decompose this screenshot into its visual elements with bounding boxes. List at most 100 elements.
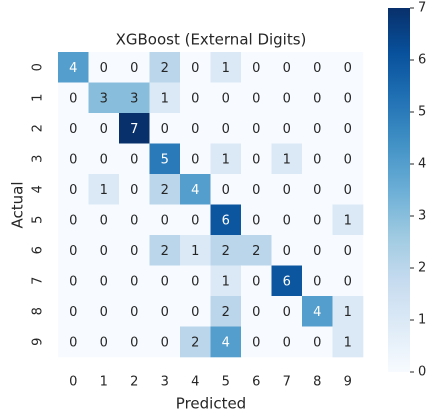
heatmap-cell (210, 52, 242, 83)
heatmap-cell (302, 82, 333, 114)
heatmap-cell (88, 143, 120, 175)
cell-label: 3 (130, 91, 138, 106)
heatmap-cell (58, 204, 89, 236)
cell-label: 0 (69, 274, 77, 289)
y-axis-label: Actual (9, 182, 27, 229)
colorbar (388, 8, 410, 372)
cell-label: 0 (130, 152, 138, 167)
cell-label: 0 (252, 274, 260, 289)
colorbar-tick-label: 5 (418, 105, 426, 120)
cell-label: 1 (344, 213, 352, 228)
heatmap-cell (302, 113, 333, 144)
heatmap-cell (332, 235, 364, 266)
cell-label: 0 (130, 335, 138, 350)
heatmap-cell (180, 204, 211, 236)
heatmap-cell (88, 174, 120, 205)
heatmap-cell (119, 235, 150, 266)
cell-label: 0 (222, 122, 230, 137)
heatmap-cell (332, 326, 364, 358)
cell-label: 0 (283, 213, 291, 228)
colorbar-tick-label: 4 (418, 157, 426, 172)
heatmap-cell (210, 174, 242, 205)
heatmap-cell (332, 143, 364, 175)
heatmap-cell (180, 82, 211, 114)
heatmap-cell (88, 82, 120, 114)
heatmap-cell (58, 265, 89, 297)
cell-label: 2 (161, 61, 169, 76)
x-tick-label: 6 (252, 375, 260, 390)
colorbar-tick-label: 6 (418, 53, 426, 68)
cell-label: 1 (161, 91, 169, 106)
cell-label: 0 (69, 152, 77, 167)
cell-label: 0 (130, 213, 138, 228)
cell-label: 1 (191, 244, 199, 259)
x-tick-label: 4 (191, 375, 199, 390)
cell-label: 0 (161, 122, 169, 137)
cell-label: 0 (313, 122, 321, 137)
colorbar-tick-label: 1 (418, 313, 426, 328)
heatmap-cell (210, 296, 242, 327)
cell-label: 0 (191, 213, 199, 228)
heatmap-cell (271, 235, 303, 266)
cell-label: 0 (313, 152, 321, 167)
cell-label: 0 (161, 305, 169, 320)
cell-label: 6 (283, 274, 291, 289)
cell-label: 2 (191, 335, 199, 350)
cell-label: 0 (283, 305, 291, 320)
cell-label: 0 (313, 244, 321, 259)
heatmap-cell (241, 52, 272, 83)
heatmap-cell (332, 174, 364, 205)
heatmap-cell (241, 235, 272, 266)
cell-label: 0 (252, 335, 260, 350)
heatmap-cell (149, 296, 181, 327)
cell-label: 0 (100, 152, 108, 167)
cell-label: 1 (344, 305, 352, 320)
cell-label: 1 (344, 335, 352, 350)
cell-label: 0 (69, 305, 77, 320)
y-tick-label: 2 (31, 124, 46, 132)
heatmap-cell (332, 265, 364, 297)
cell-label: 0 (130, 183, 138, 198)
colorbar-tick-label: 2 (418, 261, 426, 276)
cell-label: 0 (69, 183, 77, 198)
cell-label: 0 (283, 183, 291, 198)
cell-label: 0 (344, 183, 352, 198)
heatmap-cell (241, 204, 272, 236)
heatmap-cell (119, 204, 150, 236)
heatmap-cell (241, 296, 272, 327)
heatmap-cell (302, 174, 333, 205)
cell-label: 0 (283, 91, 291, 106)
heatmap-cell (58, 174, 89, 205)
heatmap-cell (332, 52, 364, 83)
cell-label: 0 (191, 91, 199, 106)
cell-label: 0 (161, 335, 169, 350)
heatmap-cell (58, 235, 89, 266)
cell-label: 0 (100, 274, 108, 289)
heatmap-cell (119, 52, 150, 83)
heatmap-cell (210, 113, 242, 144)
cell-label: 2 (222, 244, 230, 259)
heatmap-cell (58, 326, 89, 358)
cell-label: 0 (344, 91, 352, 106)
heatmap-cell (149, 204, 181, 236)
cell-label: 4 (191, 183, 199, 198)
heatmap-cell (332, 296, 364, 327)
cell-label: 4 (222, 335, 230, 350)
heatmap-cell (271, 174, 303, 205)
colorbar-tick-label: 7 (418, 1, 426, 16)
cell-label: 1 (222, 274, 230, 289)
heatmap-cell (332, 82, 364, 114)
heatmap-cell (88, 296, 120, 327)
cell-label: 0 (283, 244, 291, 259)
heatmap-cell (149, 52, 181, 83)
y-tick-label: 3 (31, 155, 46, 163)
cell-label: 0 (222, 91, 230, 106)
heatmap-cell (58, 296, 89, 327)
cell-label: 0 (161, 274, 169, 289)
cell-label: 0 (283, 61, 291, 76)
x-tick-label: 5 (222, 375, 230, 390)
cell-label: 4 (313, 305, 321, 320)
cell-label: 0 (252, 152, 260, 167)
heatmap-cell (88, 204, 120, 236)
